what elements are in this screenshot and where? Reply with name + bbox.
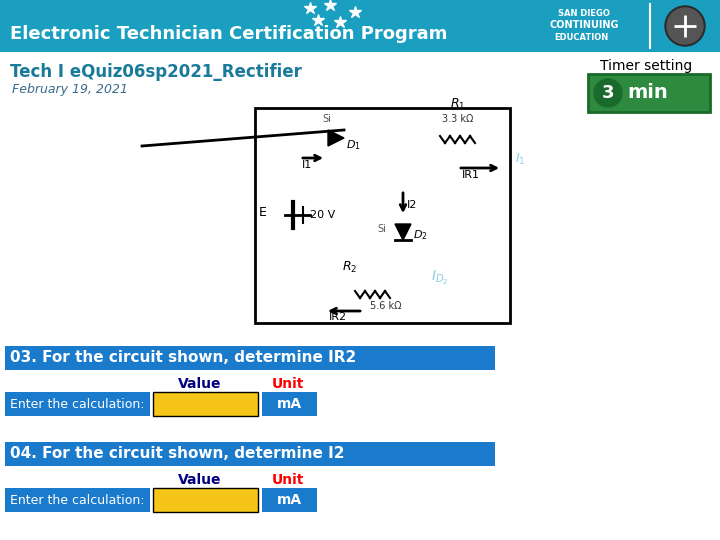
Text: $D_2$: $D_2$ (413, 228, 428, 242)
Text: Timer setting: Timer setting (600, 59, 692, 73)
Text: Enter the calculation:: Enter the calculation: (10, 494, 144, 507)
Text: E: E (259, 206, 267, 219)
Bar (262, 392, 317, 416)
Text: CONTINUING: CONTINUING (550, 20, 619, 30)
Bar (0, 0, 720, 52)
Bar (5, 346, 495, 370)
Text: 3: 3 (602, 84, 614, 102)
Text: IR2: IR2 (329, 312, 347, 322)
Text: min: min (628, 84, 668, 103)
Polygon shape (395, 224, 411, 240)
Text: I1: I1 (302, 160, 312, 170)
Text: SAN DIEGO: SAN DIEGO (558, 9, 610, 17)
Text: Si: Si (377, 224, 386, 234)
Text: $R_1$: $R_1$ (450, 97, 466, 112)
Text: $D_1$: $D_1$ (346, 138, 361, 152)
Text: February 19, 2021: February 19, 2021 (12, 84, 128, 97)
Bar (153, 392, 258, 416)
Text: Value: Value (178, 377, 222, 391)
Circle shape (594, 79, 622, 107)
Bar (255, 108, 510, 323)
Text: 03. For the circuit shown, determine IR2: 03. For the circuit shown, determine IR2 (10, 350, 356, 366)
Text: 5.6 kΩ: 5.6 kΩ (370, 301, 402, 311)
Text: Tech I eQuiz06sp2021_Rectifier: Tech I eQuiz06sp2021_Rectifier (10, 63, 302, 81)
Text: $I_{D_2}$: $I_{D_2}$ (431, 269, 448, 287)
Bar (153, 488, 258, 512)
Text: 20 V: 20 V (310, 210, 336, 220)
Bar (5, 442, 495, 466)
Polygon shape (328, 130, 344, 146)
Text: $R_2$: $R_2$ (342, 260, 358, 275)
Text: $I_1$: $I_1$ (515, 152, 526, 167)
Bar (5, 392, 150, 416)
Text: Unit: Unit (272, 377, 305, 391)
Bar (588, 74, 710, 112)
Bar (5, 488, 150, 512)
Text: I2: I2 (407, 200, 418, 210)
Text: Enter the calculation:: Enter the calculation: (10, 397, 144, 410)
Text: mA: mA (276, 397, 302, 411)
Circle shape (667, 8, 703, 44)
Bar (262, 488, 317, 512)
Text: 3.3 kΩ: 3.3 kΩ (442, 114, 474, 124)
Text: IR1: IR1 (462, 170, 480, 180)
Text: 04. For the circuit shown, determine I2: 04. For the circuit shown, determine I2 (10, 447, 344, 462)
Circle shape (665, 6, 705, 46)
Text: Value: Value (178, 473, 222, 487)
Text: Unit: Unit (272, 473, 305, 487)
Text: Electronic Technician Certification Program: Electronic Technician Certification Prog… (10, 25, 447, 43)
Text: EDUCATION: EDUCATION (554, 32, 608, 42)
Text: Si: Si (322, 114, 331, 124)
Text: mA: mA (276, 493, 302, 507)
